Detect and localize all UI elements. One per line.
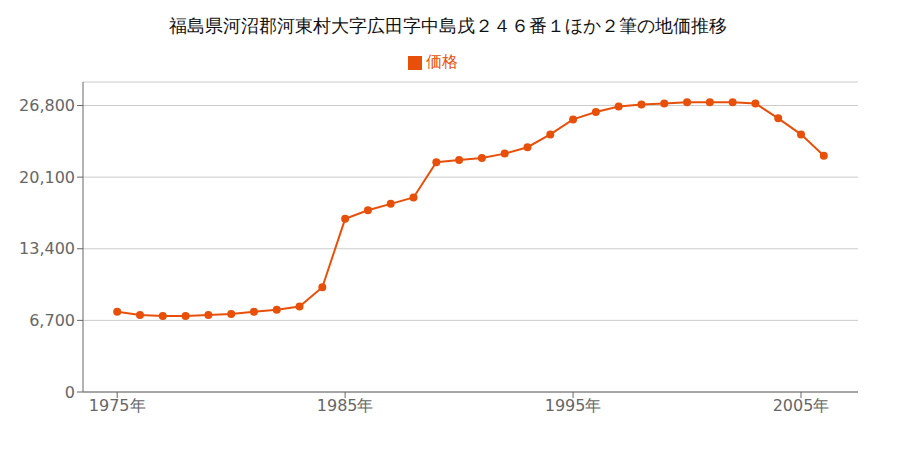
svg-text:26,800: 26,800 — [19, 96, 75, 115]
svg-text:13,400: 13,400 — [19, 239, 75, 258]
svg-text:2005年: 2005年 — [773, 396, 830, 415]
svg-text:1985年: 1985年 — [317, 396, 374, 415]
svg-text:1975年: 1975年 — [89, 396, 146, 415]
html-text:福島県河沼郡河東村大字広田字中島戌２４６番１ほか２筆の地価推: 福島県河沼郡河東村大字広田字中島戌２４６番１ほか２筆の地価推移 — [169, 15, 727, 36]
svg-text:0: 0 — [65, 383, 75, 402]
svg-text:20,100: 20,100 — [19, 168, 75, 187]
svg-text:6,700: 6,700 — [29, 311, 75, 330]
html-text:価格: 価格 — [426, 52, 458, 71]
svg-text:1995年: 1995年 — [545, 396, 602, 415]
